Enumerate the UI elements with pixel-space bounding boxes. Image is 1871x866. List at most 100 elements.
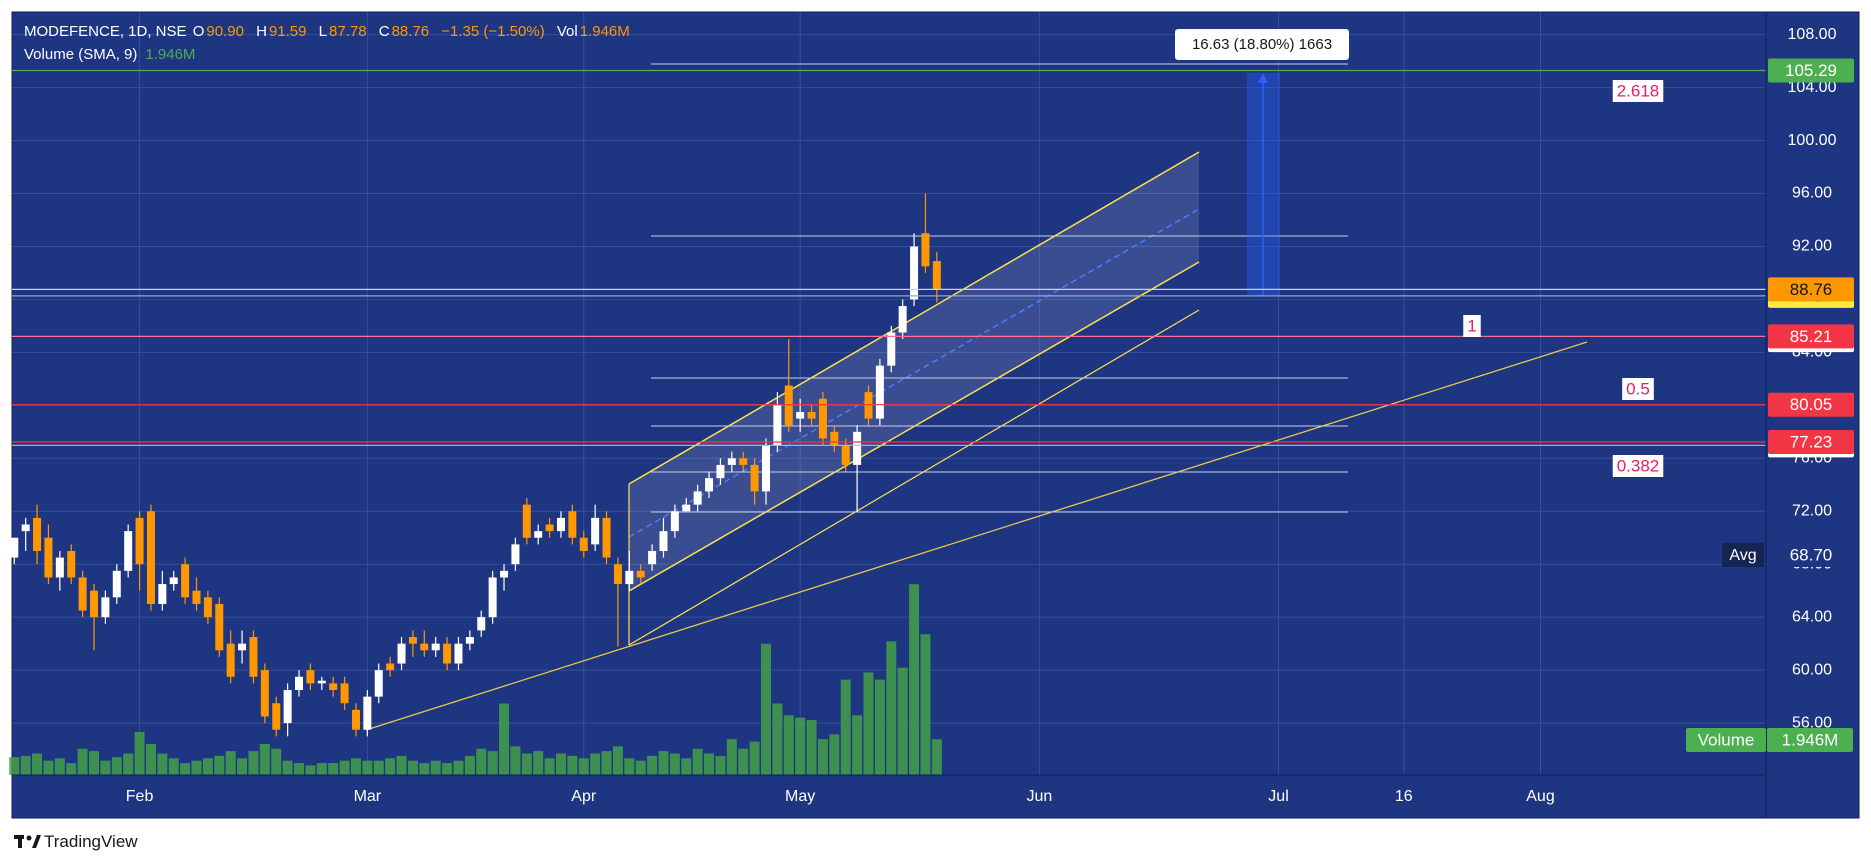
- candle-body: [238, 643, 247, 651]
- x-tick-label: Jul: [1268, 788, 1288, 805]
- fib-label-box: [1612, 80, 1664, 102]
- price-badge: [1768, 58, 1854, 83]
- legend-key: H: [256, 23, 267, 40]
- volume-bar: [123, 753, 134, 775]
- volume-bar: [271, 748, 282, 775]
- volume-bar: [612, 746, 623, 775]
- candle-body: [932, 261, 941, 290]
- price-badge: [1768, 324, 1854, 349]
- price-badge-label: 77.23: [1790, 433, 1833, 452]
- volume-bar: [487, 751, 498, 775]
- volume-bar: [749, 741, 760, 775]
- volume-bar: [555, 753, 566, 775]
- volume-bar: [533, 751, 544, 775]
- candle-body: [465, 637, 474, 644]
- volume-bar: [510, 746, 521, 775]
- volume-bar: [931, 739, 942, 775]
- legend-value: 1.946M: [579, 23, 630, 40]
- candle-body: [921, 233, 930, 267]
- candle-body: [807, 411, 816, 419]
- legend-key: Vol: [556, 23, 578, 40]
- candle-body: [568, 511, 577, 538]
- volume-badge: [1767, 728, 1853, 752]
- candle-body: [910, 246, 919, 300]
- axes: 56.0060.0064.0068.0072.0076.0080.0084.00…: [126, 26, 1854, 805]
- fib-label-box: [1612, 455, 1664, 477]
- candle-body: [386, 663, 395, 671]
- candle-body: [716, 464, 725, 479]
- candle-body: [454, 643, 463, 664]
- avg-label: 68.70: [1790, 545, 1833, 564]
- candle-body: [739, 458, 748, 465]
- volume-bar: [544, 758, 555, 775]
- volume-bar: [77, 748, 88, 775]
- y-tick-label: 108.00: [1788, 26, 1837, 43]
- candle-body: [249, 637, 258, 677]
- y-tick-label: 100.00: [1788, 132, 1837, 149]
- candle-body: [591, 517, 600, 545]
- volume-bar: [453, 760, 464, 775]
- overlay: 16.63 (18.80%) 1663 2.618 1 0.5 0.382: [12, 29, 1766, 477]
- candle-body: [545, 524, 554, 532]
- candle-body: [522, 504, 531, 538]
- candle-body: [693, 491, 702, 505]
- volume-bar: [362, 760, 373, 775]
- fib-label: 2.618: [1617, 81, 1660, 100]
- grid: [12, 12, 1766, 775]
- candle-body: [169, 577, 178, 585]
- y-tick-label: 96.00: [1792, 185, 1832, 202]
- volume-bar: [191, 760, 202, 775]
- volume-bar: [305, 765, 316, 775]
- candle-body: [431, 643, 440, 651]
- candle-body: [192, 590, 201, 604]
- price-badge-label: 105.29: [1785, 61, 1837, 80]
- candle-body: [21, 524, 30, 532]
- candle-body: [761, 445, 770, 492]
- volume-bar: [66, 763, 77, 775]
- volume-bar: [601, 751, 612, 775]
- candle-body: [78, 577, 87, 611]
- x-tick-label: Aug: [1526, 788, 1554, 805]
- candle-body: [443, 643, 452, 664]
- measure-label: 16.63 (18.80%) 1663: [1192, 36, 1332, 53]
- volume-bar: [168, 758, 179, 775]
- fib-label: 0.5: [1626, 379, 1650, 398]
- legend-value: 87.78: [329, 23, 367, 40]
- candle-body: [90, 590, 99, 618]
- candle-body: [705, 478, 714, 492]
- candle-body: [329, 683, 338, 691]
- candle-body: [625, 570, 634, 585]
- volume-bar: [897, 667, 908, 775]
- volume-badge-label: 1.946M: [1782, 730, 1839, 749]
- volume-bar: [373, 760, 384, 775]
- candle-body: [226, 643, 235, 677]
- candle-body: [864, 392, 873, 419]
- volume-bar: [760, 643, 771, 775]
- fib-label-box: [1622, 378, 1654, 400]
- volume-bar: [214, 755, 225, 775]
- volume-bar: [282, 760, 293, 775]
- y-tick-label: 56.00: [1792, 714, 1832, 731]
- candle-body: [10, 537, 19, 558]
- volume-bar: [726, 739, 737, 775]
- candle-body: [534, 531, 543, 538]
- avg-badge: [1768, 542, 1854, 567]
- measure-arrowhead: [1258, 73, 1268, 83]
- candle-body: [317, 680, 326, 684]
- avg-key-box: [1722, 542, 1764, 567]
- volume-bar: [920, 634, 931, 775]
- volume-bar: [145, 743, 156, 775]
- price-badge: [1768, 392, 1854, 417]
- fib-label: 0.382: [1617, 456, 1660, 475]
- volume-key-box: [1686, 728, 1766, 752]
- volume-bar: [624, 758, 635, 775]
- x-tick-label: May: [785, 788, 815, 805]
- volume-bar: [840, 679, 851, 775]
- candle-body: [295, 676, 304, 691]
- x-tick-label: Jun: [1026, 788, 1052, 805]
- candle-body: [420, 643, 429, 651]
- volume-bar: [886, 641, 897, 775]
- volume-bar: [806, 720, 817, 775]
